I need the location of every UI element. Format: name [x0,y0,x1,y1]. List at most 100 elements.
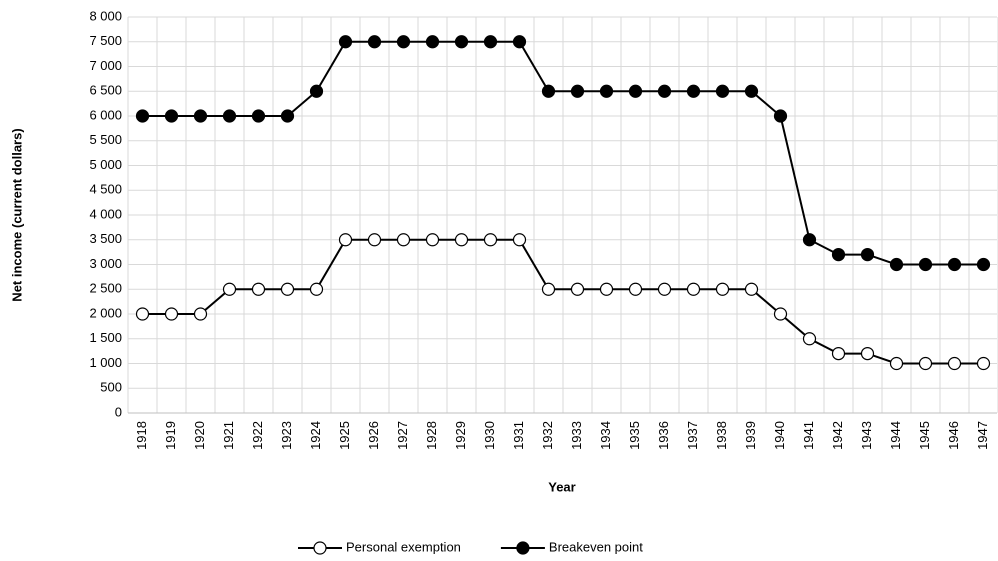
y-tick-label: 0 [115,404,122,419]
marker [338,233,353,247]
marker [251,282,266,296]
y-tick-label: 2 000 [89,305,122,320]
marker [135,307,150,321]
marker [309,282,324,296]
marker [773,307,788,321]
marker [251,109,266,123]
marker [164,109,179,123]
marker [164,307,179,321]
marker [309,84,324,98]
x-tick-label: 1919 [163,421,178,450]
marker [338,35,353,49]
marker [193,109,208,123]
x-tick-label: 1933 [569,421,584,450]
x-tick-label: 1940 [772,421,787,450]
y-tick-label: 5 000 [89,157,122,172]
x-tick-label: 1932 [540,421,555,450]
marker [918,257,933,272]
marker [193,307,208,321]
marker [483,233,498,247]
marker [802,233,817,247]
marker [976,257,991,272]
y-tick-label: 3 500 [89,231,122,246]
y-tick-label: 6 000 [89,107,122,122]
marker [802,332,817,346]
marker [889,356,904,371]
x-tick-label: 1922 [250,421,265,450]
x-tick-label: 1947 [975,421,990,450]
x-axis-title: Year [548,479,575,494]
marker [512,35,527,49]
x-tick-label: 1924 [308,421,323,450]
marker [396,233,411,247]
marker [454,35,469,49]
y-tick-label: 5 500 [89,132,122,147]
y-tick-label: 7 000 [89,58,122,73]
marker [628,84,643,98]
y-tick-label: 1 000 [89,355,122,370]
marker [831,347,846,361]
marker [599,282,614,296]
x-tick-label: 1943 [859,421,874,450]
y-tick-label: 6 500 [89,83,122,98]
legend-marker [313,541,327,555]
marker [280,282,295,296]
y-axis-title: Net income (current dollars) [9,128,24,301]
x-tick-label: 1928 [424,421,439,450]
y-tick-label: 4 000 [89,206,122,221]
marker [831,248,846,262]
marker [744,282,759,296]
marker [135,109,150,123]
marker [657,84,672,98]
x-tick-label: 1925 [337,421,352,450]
x-tick-label: 1931 [511,421,526,450]
y-tick-label: 500 [100,380,122,395]
x-tick-label: 1934 [598,421,613,450]
x-tick-label: 1942 [830,421,845,450]
x-tick-label: 1930 [482,421,497,450]
marker [744,84,759,98]
x-tick-label: 1929 [453,421,468,450]
y-tick-label: 7 500 [89,33,122,48]
marker [280,109,295,123]
marker [222,282,237,296]
marker [396,35,411,49]
y-tick-label: 2 500 [89,281,122,296]
legend-label: Breakeven point [549,539,643,554]
x-tick-label: 1935 [627,421,642,450]
marker [541,84,556,98]
marker [483,35,498,49]
marker [715,84,730,98]
marker [686,282,701,296]
x-tick-label: 1921 [221,421,236,450]
x-tick-label: 1946 [946,421,961,450]
x-tick-label: 1941 [801,421,816,450]
x-tick-label: 1927 [395,421,410,450]
marker [628,282,643,296]
marker [367,233,382,247]
y-tick-label: 4 500 [89,182,122,197]
x-tick-label: 1920 [192,421,207,450]
marker [715,282,730,296]
x-tick-label: 1937 [685,421,700,450]
x-tick-label: 1926 [366,421,381,450]
marker [425,35,440,49]
marker [454,233,469,247]
x-tick-label: 1936 [656,421,671,450]
x-tick-label: 1938 [714,421,729,450]
marker [512,233,527,247]
legend-label: Personal exemption [346,539,461,554]
marker [976,356,991,371]
y-tick-label: 1 500 [89,330,122,345]
marker [773,109,788,123]
marker [860,248,875,262]
x-tick-label: 1939 [743,421,758,450]
x-tick-label: 1918 [134,421,149,450]
marker [889,257,904,272]
legend-marker [516,541,530,555]
marker [570,282,585,296]
marker [222,109,237,123]
marker [657,282,672,296]
x-tick-label: 1945 [917,421,932,450]
